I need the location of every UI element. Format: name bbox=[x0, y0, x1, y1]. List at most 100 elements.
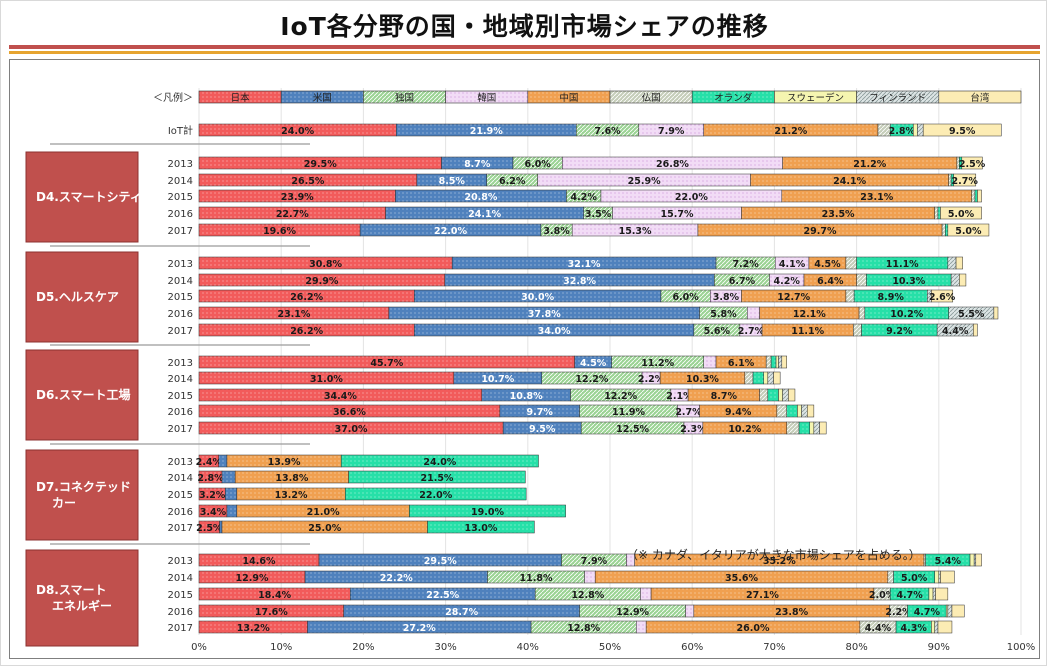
group-label-line2-5: エネルギー bbox=[52, 598, 112, 613]
data-label-g1-2016-4: 23.5% bbox=[822, 209, 855, 220]
data-label-g1-2014-0: 26.5% bbox=[291, 176, 324, 187]
bar-g2-2016-9 bbox=[993, 306, 999, 320]
data-label-g3-2016-4: 9.4% bbox=[725, 407, 752, 418]
data-label-g4-2013-4: 13.9% bbox=[268, 457, 301, 468]
data-label-g4-2016-0: 3.4% bbox=[200, 507, 227, 518]
data-label-g1-2014-3: 25.9% bbox=[628, 176, 661, 187]
bar-g3-2013-7 bbox=[775, 355, 779, 369]
data-label-g4-2014-6: 21.5% bbox=[420, 473, 453, 484]
data-label-g5-2015-0: 18.4% bbox=[258, 590, 291, 601]
bar-g1-2016-9 bbox=[940, 206, 982, 220]
bar-g1-2016-5 bbox=[934, 206, 939, 220]
group-box-5 bbox=[25, 549, 139, 647]
bar-g5-2016-3 bbox=[685, 604, 695, 618]
data-label-g3-2015-3: 2.1% bbox=[666, 391, 693, 402]
data-label-g2-2015-6: 8.9% bbox=[878, 292, 905, 303]
data-label-g2-2016-0: 23.1% bbox=[277, 309, 310, 320]
data-label-g5-2015-1: 22.5% bbox=[426, 590, 459, 601]
row-label-g4-2013: 2013 bbox=[168, 457, 193, 468]
bar-g5-2017-9 bbox=[937, 620, 953, 634]
group-label-2: D5.ヘルスケア bbox=[36, 290, 119, 304]
bar-g4-2013-6 bbox=[340, 454, 539, 468]
data-label-g1-2017-3: 15.3% bbox=[619, 226, 652, 237]
data-label-g5-2015-6: 4.7% bbox=[896, 590, 923, 601]
data-label-g3-2014-1: 10.7% bbox=[481, 374, 514, 385]
group-box-4 bbox=[25, 449, 139, 541]
group-box-1 bbox=[25, 151, 139, 243]
data-label-g1-2015-0: 23.9% bbox=[281, 192, 314, 203]
data-label-g3-2016-3: 2.7% bbox=[675, 407, 702, 418]
bar-g4-2014-1 bbox=[221, 470, 236, 484]
legend-entry-9: 台湾 bbox=[970, 92, 990, 104]
data-label-g5-2014-6: 5.0% bbox=[901, 573, 928, 584]
data-label-g1-2016-2: 3.5% bbox=[585, 209, 612, 220]
bar-g5-2015-8 bbox=[932, 587, 936, 601]
bar-g3-2017-6 bbox=[798, 421, 810, 435]
title-underline-red bbox=[9, 45, 1040, 49]
bar-g3-2017-7 bbox=[809, 421, 815, 435]
bar-g3-2013-8 bbox=[778, 355, 783, 369]
row-label-g2-2014: 2014 bbox=[168, 276, 193, 287]
bar-g2-2017-5 bbox=[853, 323, 862, 337]
row-label-g3-2017: 2017 bbox=[168, 424, 193, 435]
bar-g5-2016-9 bbox=[951, 604, 965, 618]
data-label-g2-2014-0: 29.9% bbox=[305, 276, 338, 287]
x-tick-80: 80% bbox=[845, 642, 867, 653]
bar-g1-2015-5 bbox=[971, 189, 976, 203]
data-label-g2-2016-2: 5.8% bbox=[710, 309, 737, 320]
row-label-g1-2016: 2016 bbox=[168, 209, 193, 220]
x-tick-70: 70% bbox=[763, 642, 785, 653]
data-label-g0-iot-3: 7.9% bbox=[658, 126, 685, 137]
data-label-g4-2015-6: 22.0% bbox=[419, 490, 452, 501]
data-label-g2-2017-2: 5.6% bbox=[704, 326, 731, 337]
data-label-g4-2015-4: 13.2% bbox=[275, 490, 308, 501]
data-label-g2-2017-3: 2.7% bbox=[738, 326, 765, 337]
data-label-g2-2017-6: 9.2% bbox=[886, 326, 913, 337]
row-label-g3-2014: 2014 bbox=[168, 374, 193, 385]
data-label-g2-2016-6: 10.2% bbox=[890, 309, 923, 320]
bar-g2-2014-9 bbox=[959, 273, 967, 287]
data-label-g3-2017-2: 12.5% bbox=[616, 424, 649, 435]
data-label-g0-iot-2: 7.6% bbox=[594, 126, 621, 137]
row-label-g4-2017: 2017 bbox=[168, 523, 193, 534]
data-label-g3-2015-0: 34.4% bbox=[324, 391, 357, 402]
data-label-g3-2015-1: 10.8% bbox=[510, 391, 543, 402]
bar-g4-2014-6 bbox=[348, 470, 526, 484]
bar-g3-2016-9 bbox=[807, 404, 815, 418]
row-label-g5-2015: 2015 bbox=[168, 590, 193, 601]
group-box-3 bbox=[25, 349, 139, 441]
data-label-g2-2014-3: 4.2% bbox=[774, 276, 801, 287]
bar-g4-2013-1 bbox=[218, 454, 228, 468]
data-label-g1-2016-9: 5.0% bbox=[948, 209, 975, 220]
legend-entry-7: スウェーデン bbox=[787, 92, 844, 104]
row-label-g3-2015: 2015 bbox=[168, 391, 193, 402]
data-label-g5-2013-1: 29.5% bbox=[424, 556, 457, 567]
data-label-g4-2013-6: 24.0% bbox=[423, 457, 456, 468]
data-label-g2-2013-6: 11.1% bbox=[886, 259, 919, 270]
group-box-2 bbox=[25, 251, 139, 343]
data-label-g3-2014-2: 12.2% bbox=[575, 374, 608, 385]
bar-g4-2016-1 bbox=[226, 504, 238, 518]
data-label-g2-2013-1: 32.1% bbox=[568, 259, 601, 270]
bar-g5-2014-9 bbox=[940, 570, 955, 584]
data-label-g2-2013-0: 30.8% bbox=[309, 259, 342, 270]
data-label-g3-2014-4: 10.3% bbox=[686, 374, 719, 385]
bar-g3-2015-8 bbox=[782, 388, 789, 402]
row-label-g1-2013: 2013 bbox=[168, 159, 193, 170]
group-label-1: D4.スマートシティ bbox=[36, 190, 142, 204]
row-label-g4-2014: 2014 bbox=[168, 473, 193, 484]
data-label-g3-2017-4: 10.2% bbox=[728, 424, 761, 435]
row-label-g3-2016: 2016 bbox=[168, 407, 193, 418]
data-label-g4-2014-0: 2.8% bbox=[197, 473, 224, 484]
data-label-g2-2015-2: 6.0% bbox=[672, 292, 699, 303]
data-label-g3-2017-1: 9.5% bbox=[529, 424, 556, 435]
data-label-g0-iot-4: 21.2% bbox=[774, 126, 807, 137]
data-label-g1-2013-0: 29.5% bbox=[304, 159, 337, 170]
bar-g2-2013-8 bbox=[947, 256, 957, 270]
group-label-line1-4: D7.コネクテッド bbox=[36, 480, 131, 494]
data-label-g1-2015-2: 4.2% bbox=[571, 192, 598, 203]
bar-g5-2014-7 bbox=[934, 570, 940, 584]
data-label-g5-2017-2: 12.8% bbox=[567, 623, 600, 634]
data-label-g2-2017-8: 4.4% bbox=[942, 326, 969, 337]
legend-entry-6: オランダ bbox=[714, 92, 753, 104]
